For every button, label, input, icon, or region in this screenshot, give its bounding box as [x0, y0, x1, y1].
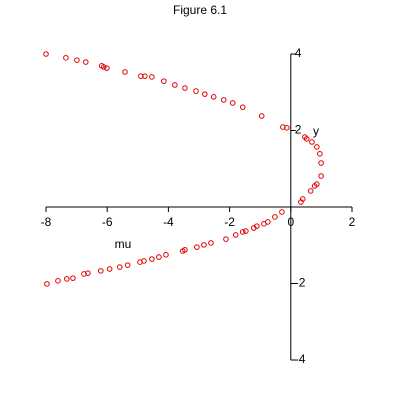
point — [124, 262, 131, 268]
point — [280, 124, 286, 130]
x-tick-label: -8 — [41, 215, 52, 229]
point — [44, 281, 50, 287]
point — [309, 139, 315, 145]
point — [223, 236, 229, 242]
point — [116, 264, 123, 270]
point — [122, 69, 128, 75]
point — [43, 51, 49, 57]
point — [311, 183, 318, 189]
point — [243, 228, 249, 234]
point — [272, 214, 278, 220]
point — [149, 74, 155, 80]
x-tick-label: 0 — [287, 215, 294, 229]
point — [138, 73, 144, 79]
point — [137, 259, 143, 265]
point — [318, 160, 324, 166]
point — [81, 271, 87, 277]
point — [85, 270, 91, 276]
point — [74, 57, 80, 63]
point — [172, 82, 178, 88]
point — [194, 244, 200, 250]
x-tick-label: 2 — [349, 215, 356, 229]
point — [261, 221, 267, 227]
point — [229, 100, 236, 106]
point — [161, 78, 167, 84]
point — [70, 275, 76, 281]
point — [55, 278, 61, 284]
point — [101, 64, 107, 70]
point — [179, 248, 186, 254]
point — [239, 229, 246, 235]
point — [210, 94, 217, 100]
x-tick-label: -4 — [163, 215, 174, 229]
point — [82, 59, 89, 65]
x-tick-label: -6 — [102, 215, 113, 229]
point — [106, 266, 113, 272]
point — [250, 225, 257, 231]
point — [163, 252, 169, 258]
point — [307, 188, 314, 194]
point — [149, 256, 155, 262]
chart-title: Figure 6.1 — [173, 3, 227, 17]
y-tick-label: 4 — [295, 46, 302, 60]
x-tick-label: -2 — [224, 215, 235, 229]
point — [97, 268, 104, 274]
point — [220, 97, 227, 103]
point — [258, 113, 265, 119]
point — [208, 240, 214, 246]
point — [318, 173, 324, 179]
point — [193, 88, 199, 94]
point — [63, 55, 69, 61]
point — [284, 125, 290, 131]
point — [298, 199, 304, 205]
y-axis-label: y — [313, 124, 319, 138]
y-tick-label: -2 — [295, 276, 306, 290]
point — [303, 136, 310, 142]
point — [232, 232, 239, 238]
point — [314, 144, 320, 150]
point — [239, 104, 246, 110]
point — [142, 73, 148, 79]
point — [104, 65, 110, 71]
point — [317, 151, 323, 157]
point — [64, 276, 70, 282]
x-axis-label: mu — [115, 237, 132, 251]
y-tick-label: 2 — [295, 123, 302, 137]
point — [279, 209, 285, 215]
point — [182, 85, 188, 91]
point — [156, 254, 162, 260]
y-tick-label: -4 — [295, 352, 306, 366]
point — [201, 242, 207, 248]
point — [202, 91, 208, 97]
